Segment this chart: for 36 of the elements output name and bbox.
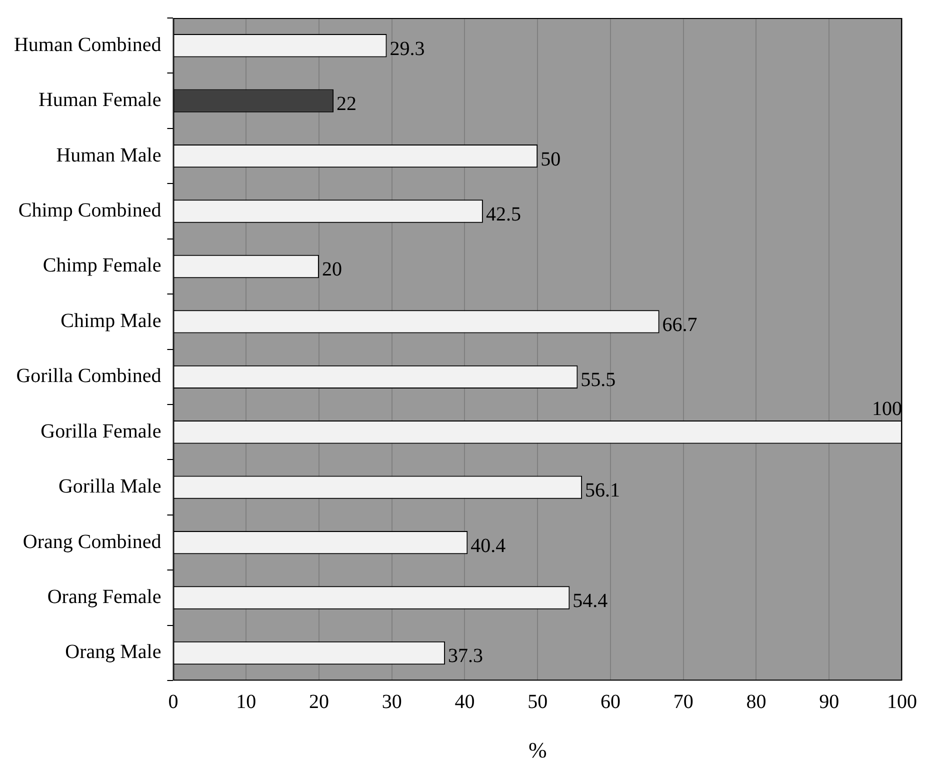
x-tick-label: 20 <box>308 690 329 713</box>
y-tick-label: Human Male <box>56 144 162 166</box>
x-tick-label: 40 <box>454 690 475 713</box>
x-tick-label: 90 <box>819 690 840 713</box>
data-label: 50 <box>540 148 561 170</box>
y-tick-label: Gorilla Male <box>58 476 162 498</box>
y-tick-label: Chimp Combined <box>18 200 162 222</box>
data-label: 29.3 <box>390 38 425 60</box>
y-tick-label: Chimp Female <box>42 254 162 277</box>
data-label: 54.4 <box>572 590 608 612</box>
x-tick-label: 30 <box>382 690 402 713</box>
y-tick-label: Human Female <box>38 89 162 112</box>
x-tick-label: 100 <box>887 690 917 713</box>
x-tick-label: 50 <box>528 690 548 713</box>
y-tick-label: Orang Male <box>65 641 162 664</box>
x-tick-label: 10 <box>236 690 256 713</box>
x-tick-label: 70 <box>673 690 694 713</box>
y-tick-label: Human Combined <box>14 34 162 56</box>
data-label: 56.1 <box>585 480 620 502</box>
data-label: 66.7 <box>662 314 698 336</box>
data-label: 37.3 <box>448 645 484 668</box>
data-label: 20 <box>322 258 342 281</box>
data-label: 42.5 <box>486 204 521 226</box>
y-tick-label: Gorilla Combined <box>16 365 162 388</box>
data-label: 55.5 <box>580 369 616 392</box>
y-tick-label: Orang Female <box>47 586 162 608</box>
y-tick-label: Orang Combined <box>22 530 162 553</box>
x-tick-label: 60 <box>600 690 620 713</box>
x-tick-label: 0 <box>168 690 178 713</box>
x-tick-label: 80 <box>746 690 766 713</box>
x-axis-title: % <box>528 738 547 763</box>
data-label: 100 <box>872 398 902 420</box>
data-label: 22 <box>336 93 357 116</box>
y-tick-label: Chimp Male <box>60 310 162 332</box>
y-tick-label: Gorilla Female <box>40 420 162 442</box>
data-label: 40.4 <box>470 534 506 557</box>
